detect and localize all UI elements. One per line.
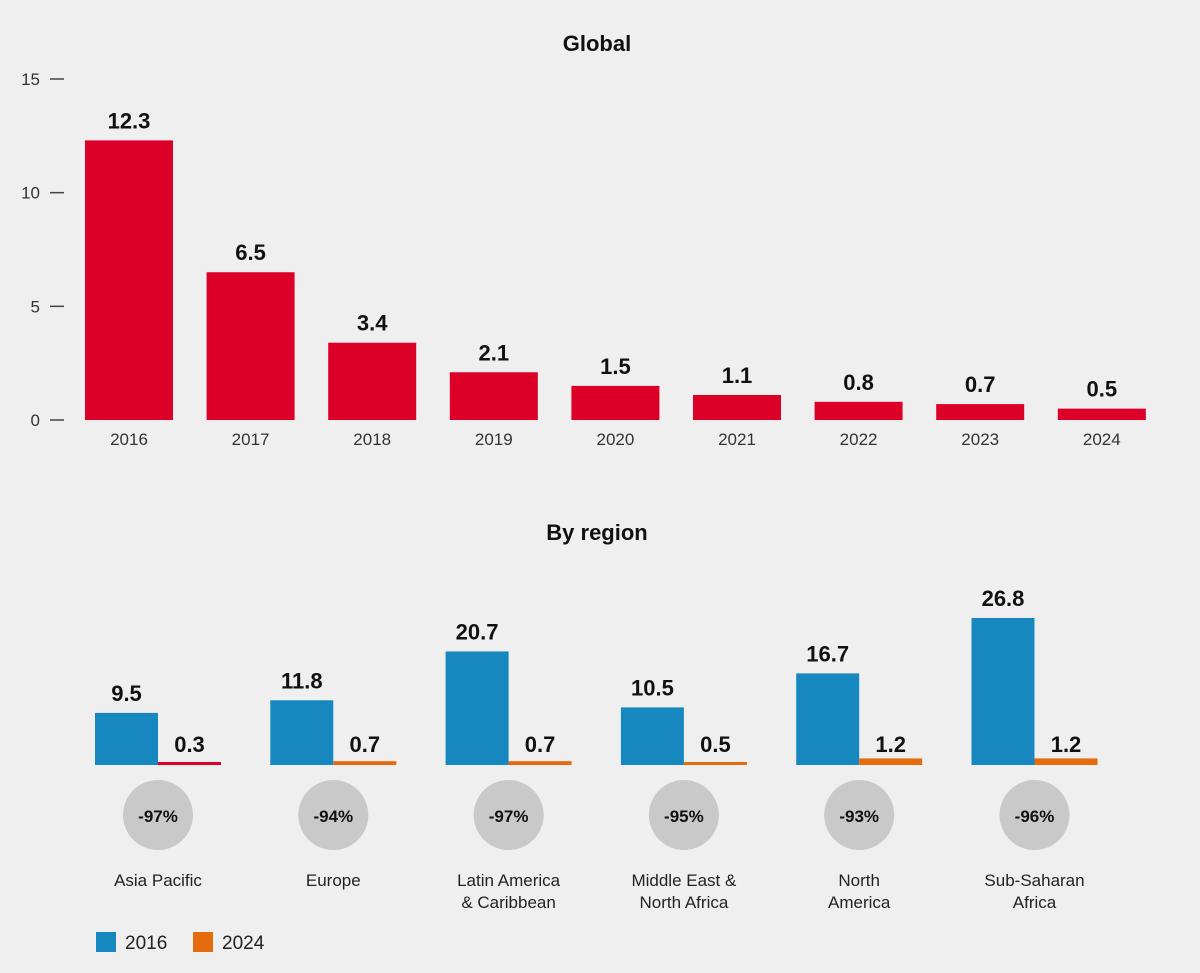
region-category-label-line: North Africa	[639, 893, 728, 912]
region-category-label-line: & Caribbean	[461, 893, 556, 912]
x-tick-label: 2019	[475, 430, 513, 449]
global-bar-value-label: 3.4	[357, 311, 388, 336]
global-bar	[1057, 408, 1146, 420]
global-bar-value-label: 12.3	[108, 108, 151, 133]
region-value-label-2016: 16.7	[806, 641, 849, 666]
region-value-label-2016: 11.8	[281, 668, 323, 693]
region-bar-2024	[859, 758, 923, 765]
legend-label-2024: 2024	[222, 933, 265, 954]
global-bar-value-label: 1.5	[600, 354, 631, 379]
change-badge	[999, 780, 1070, 850]
global-bar	[328, 342, 417, 420]
change-badge	[298, 780, 369, 850]
global-bar-value-label: 6.5	[235, 240, 266, 265]
legend-swatch-2024	[193, 932, 213, 952]
region-value-label-2024: 0.5	[700, 732, 731, 757]
y-tick-label: 15	[21, 70, 40, 89]
region-chart-title: By region	[546, 520, 647, 545]
region-category-label: North America	[828, 871, 891, 912]
region-bar-2016	[796, 673, 860, 765]
legend-label-2016: 2016	[125, 933, 167, 954]
region-category-label-line: Middle East &	[631, 871, 737, 890]
region-bar-2024	[508, 761, 572, 765]
x-tick-label: 2022	[840, 430, 878, 449]
change-badge	[648, 780, 719, 850]
global-bar	[693, 394, 781, 420]
region-value-label-2024: 0.7	[525, 732, 556, 757]
region-bar-2016	[971, 618, 1035, 765]
region-value-label-2024: 0.7	[350, 732, 381, 757]
region-value-label-2016: 10.5	[631, 675, 674, 700]
y-tick-label: 5	[31, 297, 40, 316]
y-tick-label: 0	[31, 411, 40, 430]
x-tick-label: 2021	[718, 430, 756, 449]
region-bar-2024	[158, 762, 221, 765]
x-tick-label: 2016	[110, 430, 148, 449]
change-badge-label: -95%	[664, 807, 704, 826]
region-bar-2016	[270, 700, 334, 765]
change-badge-label: -96%	[1015, 807, 1055, 826]
region-bar-2024	[1034, 758, 1098, 765]
x-tick-label: 2024	[1083, 430, 1121, 449]
region-value-label-2016: 20.7	[456, 619, 499, 644]
global-bar-value-label: 2.1	[479, 340, 510, 365]
change-badge	[824, 780, 895, 850]
global-bar	[85, 140, 173, 420]
legend: 2016 2024	[96, 932, 265, 954]
region-bar-2016	[445, 651, 509, 765]
region-category-label-line: Europe	[306, 871, 361, 890]
global-bar-value-label: 0.8	[843, 370, 874, 395]
change-badge-label: -93%	[839, 807, 879, 826]
global-bar-value-label: 0.7	[965, 372, 996, 397]
region-category-label: Latin America & Caribbean	[457, 871, 561, 912]
y-tick-label: 10	[21, 184, 40, 203]
region-value-label-2024: 1.2	[1051, 732, 1082, 757]
region-bars: 9.5 0.3 -97% Asia Pacific 11.8 0.7 -94% Europe 2…	[95, 586, 1098, 912]
global-y-axis: 0 5 10 15	[21, 70, 64, 430]
region-category-label-line: Asia Pacific	[114, 871, 202, 890]
region-category-label-line: North	[838, 871, 880, 890]
region-category-label: Europe	[306, 871, 361, 890]
region-value-label-2016: 9.5	[111, 681, 142, 706]
region-bar-2016	[95, 712, 158, 765]
change-badge-label: -97%	[489, 807, 529, 826]
x-tick-label: 2018	[353, 430, 391, 449]
x-tick-label: 2017	[232, 430, 270, 449]
region-category-label: Sub-Saharan Africa	[984, 871, 1084, 912]
global-bar	[449, 372, 538, 420]
change-badge-label: -97%	[138, 807, 178, 826]
x-tick-label: 2023	[961, 430, 999, 449]
region-category-label-line: America	[828, 893, 891, 912]
region-value-label-2024: 0.3	[174, 732, 205, 757]
region-bar-2024	[333, 761, 397, 765]
region-value-label-2016: 26.8	[982, 586, 1025, 611]
global-bar-value-label: 1.1	[722, 363, 753, 388]
change-badge-label: -94%	[313, 807, 353, 826]
global-bar	[571, 385, 660, 420]
change-badge	[123, 780, 193, 850]
region-category-label-line: Latin America	[457, 871, 561, 890]
global-bars: 12.3 2016 6.5 2017 3.4 2018 2.1 2019 1.5 2020 1.1 2…	[85, 108, 1146, 449]
region-category-label: Middle East & North Africa	[631, 871, 737, 912]
x-tick-label: 2020	[596, 430, 634, 449]
region-category-label-line: Africa	[1013, 893, 1057, 912]
region-value-label-2024: 1.2	[875, 732, 906, 757]
global-bar	[814, 401, 903, 420]
global-chart-title: Global	[563, 31, 631, 56]
global-bar-value-label: 0.5	[1087, 377, 1118, 402]
global-bar	[936, 404, 1025, 420]
region-bar-2016	[620, 707, 684, 765]
region-bar-2024	[683, 762, 747, 765]
global-bar	[206, 272, 295, 420]
region-category-label-line: Sub-Saharan	[984, 871, 1084, 890]
legend-swatch-2016	[96, 932, 116, 952]
change-badge	[473, 780, 544, 850]
region-category-label: Asia Pacific	[114, 871, 202, 890]
